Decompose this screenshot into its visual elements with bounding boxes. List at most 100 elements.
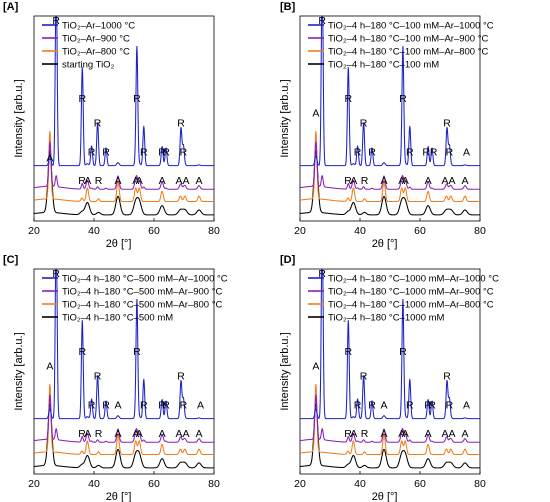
peak-label: R bbox=[428, 399, 436, 411]
peak-label: R bbox=[140, 146, 148, 158]
x-tick-label: 60 bbox=[148, 225, 160, 237]
peak-label: R bbox=[133, 346, 141, 358]
peak-label: R bbox=[361, 428, 369, 440]
y-axis-label: Intensity [arb.u.] bbox=[279, 332, 291, 410]
x-tick-label: 20 bbox=[294, 225, 306, 237]
peak-label: R bbox=[180, 146, 188, 158]
series-trace-blue bbox=[299, 16, 481, 167]
peak-label: A bbox=[398, 428, 405, 440]
series-trace-black bbox=[33, 403, 215, 469]
series-trace-purple bbox=[299, 394, 481, 443]
panel-1: [A] TiO₂–Ar–1000 °C TiO₂–Ar–900 °C TiO₂–Ar–… bbox=[3, 1, 220, 250]
x-tick-label: 60 bbox=[414, 478, 426, 490]
peak-label: A bbox=[463, 146, 470, 158]
peak-label: R bbox=[406, 399, 414, 411]
y-axis-label: Intensity [arb.u.] bbox=[13, 332, 25, 410]
peak-label: R bbox=[78, 175, 86, 187]
x-tick-label: 80 bbox=[208, 478, 220, 490]
legend-entry: TiO₂–4 h–180 °C–100 mM bbox=[328, 60, 439, 71]
peak-label: A bbox=[136, 175, 143, 187]
panel-letter: [B] bbox=[280, 1, 296, 13]
peak-label: A bbox=[380, 399, 387, 411]
peak-label: R bbox=[158, 146, 166, 158]
x-axis-label: 2θ [°] bbox=[372, 238, 398, 250]
peak-label: A bbox=[380, 175, 387, 187]
series-trace-orange bbox=[33, 130, 215, 203]
plot-frame bbox=[33, 15, 215, 222]
peak-label: A bbox=[425, 428, 432, 440]
peak-label: A bbox=[461, 175, 468, 187]
peak-label: A bbox=[425, 175, 432, 187]
x-tick-label: 40 bbox=[354, 478, 366, 490]
peak-label: R bbox=[94, 118, 102, 130]
series-trace-orange bbox=[33, 383, 215, 456]
peak-label: R bbox=[354, 399, 362, 411]
legend-entry: TiO₂–Ar–800 °C bbox=[62, 47, 130, 58]
peak-label: A bbox=[350, 175, 357, 187]
peak-label: A bbox=[402, 428, 409, 440]
series-trace-purple bbox=[33, 141, 215, 190]
peak-label: A bbox=[159, 428, 166, 440]
series-trace-orange bbox=[299, 383, 481, 456]
peak-label: A bbox=[136, 428, 143, 440]
series-trace-blue bbox=[299, 269, 481, 420]
peak-label: R bbox=[177, 371, 185, 383]
legend-entry: TiO₂–4 h–180 °C–1000 mM–Ar–1000 °C bbox=[328, 274, 499, 285]
legend-entry: TiO₂–4 h–180 °C–500 mM–Ar–900 °C bbox=[62, 287, 223, 298]
panel-2: [B] TiO₂–4 h–180 °C–100 mM–Ar–1000 °C TiO₂… bbox=[279, 1, 494, 250]
y-axis-label: Intensity [arb.u.] bbox=[279, 79, 291, 157]
peak-label: R bbox=[95, 175, 103, 187]
peak-label: R bbox=[360, 118, 368, 130]
legend-entry: TiO₂–4 h–180 °C–1000 mM–Ar–800 °C bbox=[328, 300, 494, 311]
peak-label: R bbox=[344, 175, 352, 187]
peak-label: R bbox=[368, 146, 376, 158]
peak-label: A bbox=[312, 107, 319, 119]
peak-label: A bbox=[84, 428, 91, 440]
legend-entry: TiO₂–4 h–180 °C–1000 mM bbox=[328, 313, 445, 324]
series-trace-black bbox=[33, 150, 215, 216]
peak-label: A bbox=[132, 428, 139, 440]
peak-label: RR bbox=[422, 146, 438, 158]
x-tick-label: 80 bbox=[474, 478, 486, 490]
peak-label: R bbox=[52, 268, 60, 280]
peak-label: R bbox=[177, 118, 185, 130]
legend-entry: TiO₂–4 h–180 °C–500 mM bbox=[62, 313, 173, 324]
peak-label: R bbox=[102, 146, 110, 158]
peak-label: A bbox=[312, 360, 319, 372]
x-tick-label: 80 bbox=[208, 225, 220, 237]
peak-label: R bbox=[88, 399, 96, 411]
peak-label: A bbox=[398, 175, 405, 187]
peak-label: A bbox=[46, 360, 53, 372]
peak-label: R bbox=[446, 146, 454, 158]
peak-label: AA bbox=[441, 175, 455, 187]
plot-frame bbox=[299, 15, 481, 222]
peak-label: A bbox=[84, 175, 91, 187]
peak-label: R bbox=[318, 15, 326, 27]
panel-3: [C] TiO₂–4 h–180 °C–500 mM–Ar–1000 °C TiO₂… bbox=[3, 254, 228, 502]
legend-entry: TiO₂–4 h–180 °C–500 mM–Ar–800 °C bbox=[62, 300, 223, 311]
peak-label: A bbox=[46, 152, 53, 164]
x-axis-label: 2θ [°] bbox=[106, 238, 132, 250]
peak-label: A bbox=[195, 175, 202, 187]
x-tick-label: 20 bbox=[294, 478, 306, 490]
peak-label: A bbox=[132, 175, 139, 187]
peak-label: R bbox=[78, 428, 86, 440]
legend-entry: TiO₂–4 h–180 °C–1000 mM–Ar–900 °C bbox=[328, 287, 494, 298]
x-tick-label: 40 bbox=[354, 225, 366, 237]
legend-entry: TiO₂–4 h–180 °C–100 mM–Ar–800 °C bbox=[328, 47, 489, 58]
peak-label: A bbox=[114, 175, 121, 187]
peak-label: R bbox=[406, 146, 414, 158]
peak-label: A bbox=[197, 399, 204, 411]
panel-letter: [D] bbox=[280, 254, 296, 266]
y-axis-label: Intensity [arb.u.] bbox=[13, 79, 25, 157]
panel-4: [D] TiO₂–4 h–180 °C–1000 mM–Ar–1000 °C TiO… bbox=[279, 254, 499, 502]
peak-label: A bbox=[159, 175, 166, 187]
peak-label: R bbox=[162, 146, 170, 158]
series-trace-blue bbox=[33, 269, 215, 420]
peak-label: R bbox=[79, 346, 87, 358]
legend-entry: TiO₂–4 h–180 °C–100 mM–Ar–900 °C bbox=[328, 34, 489, 45]
peak-label: R bbox=[52, 15, 60, 27]
peak-label: R bbox=[79, 93, 87, 105]
legend-entry: TiO₂–Ar–900 °C bbox=[62, 34, 130, 45]
